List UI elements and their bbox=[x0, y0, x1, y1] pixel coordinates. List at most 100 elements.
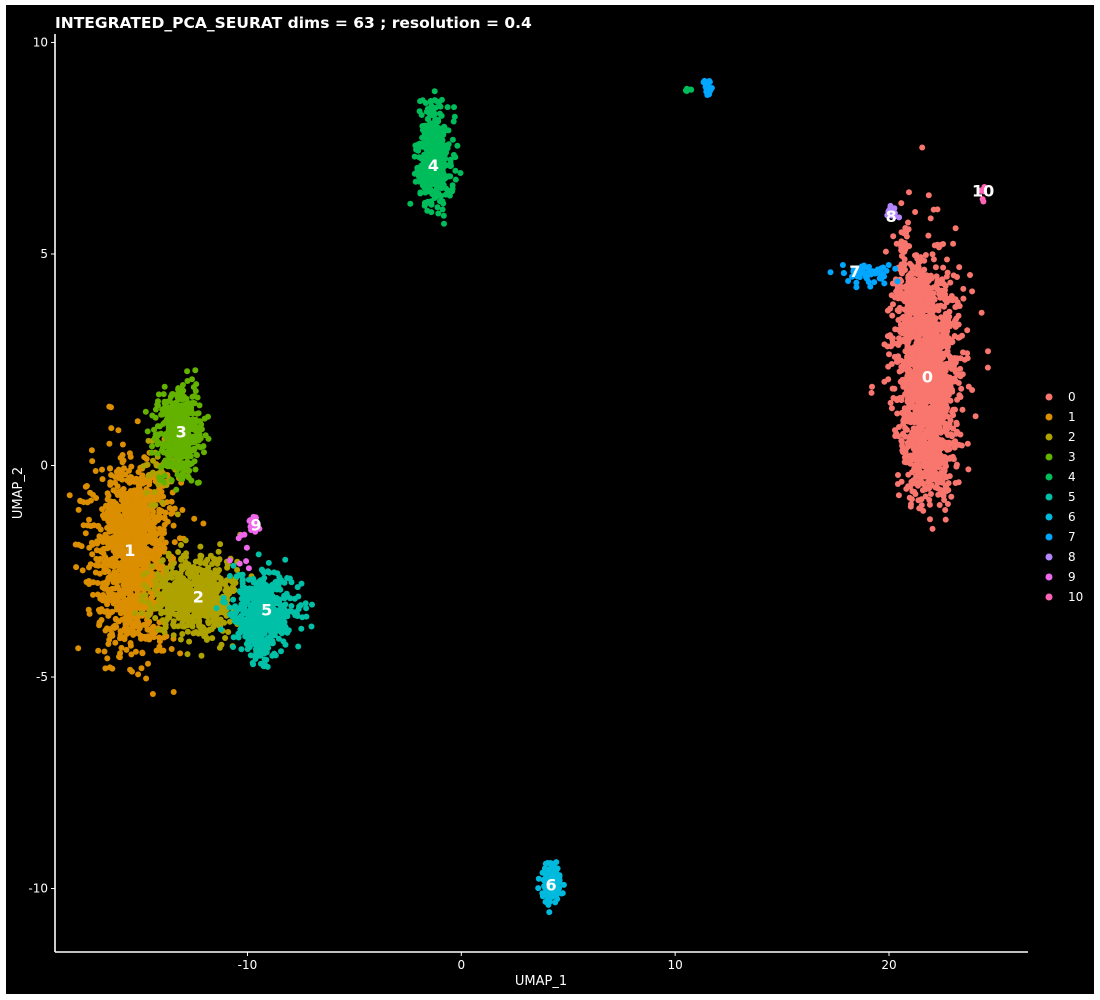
cluster-0-point bbox=[901, 248, 908, 255]
cluster-0-point bbox=[922, 252, 929, 258]
points-layer bbox=[66, 77, 991, 916]
cluster-0-point bbox=[956, 264, 963, 271]
cluster-1-point bbox=[138, 665, 145, 672]
cluster-1-point bbox=[95, 647, 102, 654]
cluster-1-point bbox=[110, 570, 117, 577]
cluster-0-point bbox=[926, 441, 933, 447]
cluster-1-point bbox=[102, 538, 109, 545]
cluster-1-point bbox=[104, 601, 111, 608]
cluster-1-point bbox=[107, 592, 114, 599]
cluster-3-point bbox=[192, 466, 199, 473]
cluster-0-point bbox=[945, 480, 952, 487]
cluster-5-point bbox=[217, 626, 224, 633]
cluster-0-point bbox=[927, 215, 934, 222]
cluster-1-point bbox=[139, 522, 146, 529]
cluster-3-point bbox=[144, 428, 151, 435]
cluster-0-point bbox=[899, 315, 905, 322]
cluster-2-point bbox=[150, 457, 156, 464]
cluster-2-point bbox=[216, 567, 222, 573]
cluster-0-point bbox=[888, 361, 895, 367]
cluster-1-point bbox=[107, 609, 114, 616]
cluster-3-point bbox=[167, 446, 174, 453]
cluster-0-point bbox=[965, 466, 972, 473]
cluster-0-point bbox=[941, 303, 947, 310]
cluster-3-point bbox=[174, 453, 181, 460]
cluster-2-point bbox=[213, 559, 220, 566]
cluster-1-point bbox=[108, 562, 115, 569]
cluster-1-point bbox=[150, 508, 157, 515]
cluster-4-point bbox=[429, 188, 435, 194]
cluster-1-point bbox=[108, 425, 115, 432]
cluster-1-point bbox=[111, 523, 118, 530]
cluster-1-point bbox=[153, 541, 160, 548]
cluster-3-point bbox=[168, 421, 175, 428]
cluster-0-point bbox=[926, 496, 933, 503]
cluster-0-point bbox=[958, 442, 965, 449]
cluster-1-point bbox=[96, 537, 103, 544]
cluster-0-point bbox=[900, 430, 907, 437]
cluster-2-point bbox=[184, 651, 191, 658]
cluster-0-point bbox=[933, 448, 940, 455]
cluster-1-point bbox=[73, 564, 80, 571]
cluster-4-point bbox=[407, 200, 414, 207]
cluster-0-point bbox=[911, 488, 918, 495]
cluster-0-point bbox=[942, 516, 949, 523]
cluster-0-point bbox=[919, 144, 926, 151]
cluster-0-point bbox=[931, 307, 938, 313]
cluster-1-point bbox=[92, 468, 99, 474]
cluster-1-point bbox=[104, 655, 111, 662]
cluster-4-point bbox=[440, 212, 447, 219]
cluster-4-point bbox=[433, 126, 440, 133]
cluster-2-point bbox=[153, 580, 160, 587]
cluster-3-point bbox=[167, 431, 174, 438]
cluster-0-point bbox=[944, 446, 951, 453]
cluster-0-point bbox=[944, 295, 951, 302]
cluster-2-point bbox=[155, 626, 162, 633]
cluster-3-point bbox=[191, 423, 198, 430]
cluster-0-point bbox=[918, 346, 925, 353]
cluster-1-point bbox=[118, 545, 125, 552]
cluster-1-point bbox=[135, 671, 142, 678]
cluster-0-point bbox=[927, 353, 934, 360]
cluster-1-point bbox=[129, 520, 136, 527]
cluster-2-point bbox=[163, 565, 170, 572]
cluster-1-point bbox=[119, 441, 126, 448]
cluster-1-point bbox=[149, 497, 156, 504]
cluster-1-point bbox=[90, 491, 96, 498]
cluster-4-point bbox=[434, 204, 441, 211]
cluster-0-point bbox=[917, 456, 924, 463]
cluster-2-point bbox=[159, 583, 166, 590]
cluster-1-point bbox=[123, 646, 130, 653]
cluster-0-point bbox=[898, 200, 905, 207]
cluster-2-point bbox=[209, 635, 216, 642]
cluster-3-point bbox=[184, 368, 191, 375]
cluster-0-point bbox=[902, 266, 908, 273]
cluster-0-point bbox=[910, 360, 917, 367]
cluster-1-point bbox=[177, 650, 184, 657]
cluster-2-point bbox=[144, 585, 151, 592]
cluster-1-point bbox=[80, 522, 87, 529]
cluster-4-point bbox=[416, 108, 423, 115]
cluster-0-point bbox=[916, 425, 923, 432]
cluster-0-point bbox=[964, 350, 971, 357]
cluster-0-point bbox=[930, 290, 937, 297]
cluster-0-point bbox=[910, 479, 917, 486]
cluster-1-point bbox=[168, 510, 175, 517]
cluster-4-point bbox=[428, 209, 435, 216]
cluster-0-point bbox=[917, 442, 924, 449]
cluster-0-point bbox=[920, 507, 927, 514]
cluster-2-point bbox=[186, 598, 193, 605]
cluster-0-point bbox=[933, 416, 940, 423]
cluster-2-point bbox=[132, 610, 139, 616]
cluster-1-point bbox=[123, 495, 130, 502]
cluster-0-point bbox=[954, 396, 961, 403]
cluster-0-point bbox=[907, 452, 914, 459]
cluster-2-point bbox=[232, 579, 239, 586]
cluster-2-point bbox=[189, 623, 196, 630]
cluster-4-point bbox=[423, 130, 430, 137]
cluster-0-point bbox=[922, 291, 929, 297]
cluster-0-point bbox=[939, 396, 946, 403]
cluster-4-point bbox=[418, 155, 424, 162]
cluster-1-point bbox=[157, 564, 164, 571]
